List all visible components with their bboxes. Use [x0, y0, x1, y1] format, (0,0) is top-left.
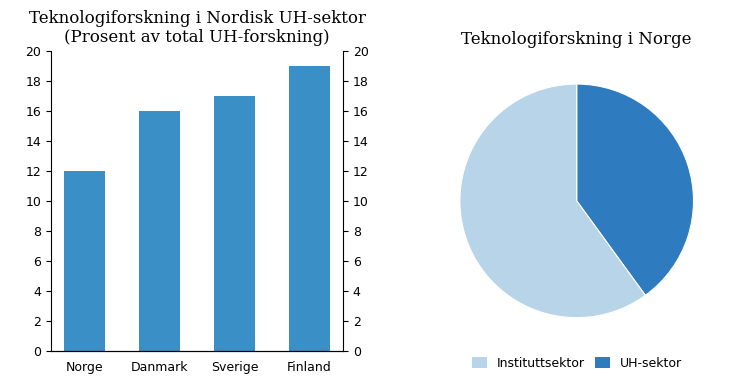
- Title: Teknologiforskning i Norge: Teknologiforskning i Norge: [461, 31, 692, 48]
- Wedge shape: [460, 84, 645, 317]
- Bar: [139, 111, 180, 351]
- Bar: [288, 66, 330, 351]
- Bar: [214, 96, 255, 351]
- Title: Teknologiforskning i Nordisk UH-sektor
(Prosent av total UH-forskning): Teknologiforskning i Nordisk UH-sektor (…: [28, 10, 366, 46]
- Bar: [64, 171, 106, 351]
- Legend: Instituttsektor, UH-sektor: Instituttsektor, UH-sektor: [472, 357, 682, 370]
- Wedge shape: [577, 84, 694, 295]
